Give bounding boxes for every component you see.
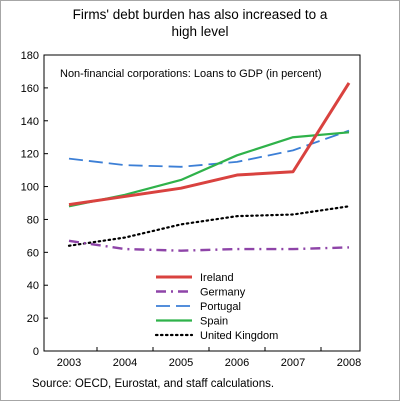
- y-tick-label: 40: [27, 280, 39, 292]
- series-layer: [67, 82, 351, 252]
- y-tick-label: 160: [21, 83, 39, 95]
- chart-title-line-1: Firms' debt burden has also increased to…: [72, 7, 328, 22]
- axes: 0 20 40 60 80 100 120 140 160 180 2003 2004 2005 2006…: [21, 50, 362, 369]
- source-note: Source: OECD, Eurostat, and staff calcul…: [32, 378, 275, 390]
- y-tick-label: 180: [21, 50, 39, 62]
- legend-label: Ireland: [200, 272, 234, 284]
- x-tick-label: 2004: [113, 357, 137, 369]
- y-tick-label: 140: [21, 116, 39, 128]
- legend-label: Spain: [200, 316, 228, 328]
- x-tick-label: 2007: [281, 357, 305, 369]
- series-line-ireland: [68, 82, 351, 207]
- series-line-spain: [68, 131, 350, 208]
- series-line-germany: [68, 239, 350, 252]
- legend-label: Portugal: [200, 301, 241, 313]
- x-tick-label: 2005: [169, 357, 193, 369]
- x-tick-label: 2003: [57, 357, 81, 369]
- chart-title-line-2: high level: [171, 24, 229, 39]
- y-tick-label: 100: [21, 182, 39, 194]
- y-tick-label: 0: [33, 346, 39, 358]
- chart-title: Firms' debt burden has also increased to…: [0, 6, 400, 40]
- y-tick-label: 120: [21, 149, 39, 161]
- series-line-portugal: [68, 129, 350, 168]
- y-tick-label: 80: [27, 214, 39, 226]
- legend-label: United Kingdom: [200, 330, 278, 342]
- series-line-united-kingdom: [67, 205, 351, 247]
- y-tick-label: 60: [27, 247, 39, 259]
- x-tick-label: 2008: [337, 357, 361, 369]
- legend: Ireland Germany Portugal Spain United Kingdo…: [154, 272, 278, 342]
- legend-label: Germany: [200, 287, 246, 299]
- chart-subtitle: Non-financial corporations: Loans to GDP…: [60, 68, 322, 80]
- y-tick-label: 20: [27, 313, 39, 325]
- plot-area: [43, 54, 361, 352]
- x-tick-label: 2006: [225, 357, 249, 369]
